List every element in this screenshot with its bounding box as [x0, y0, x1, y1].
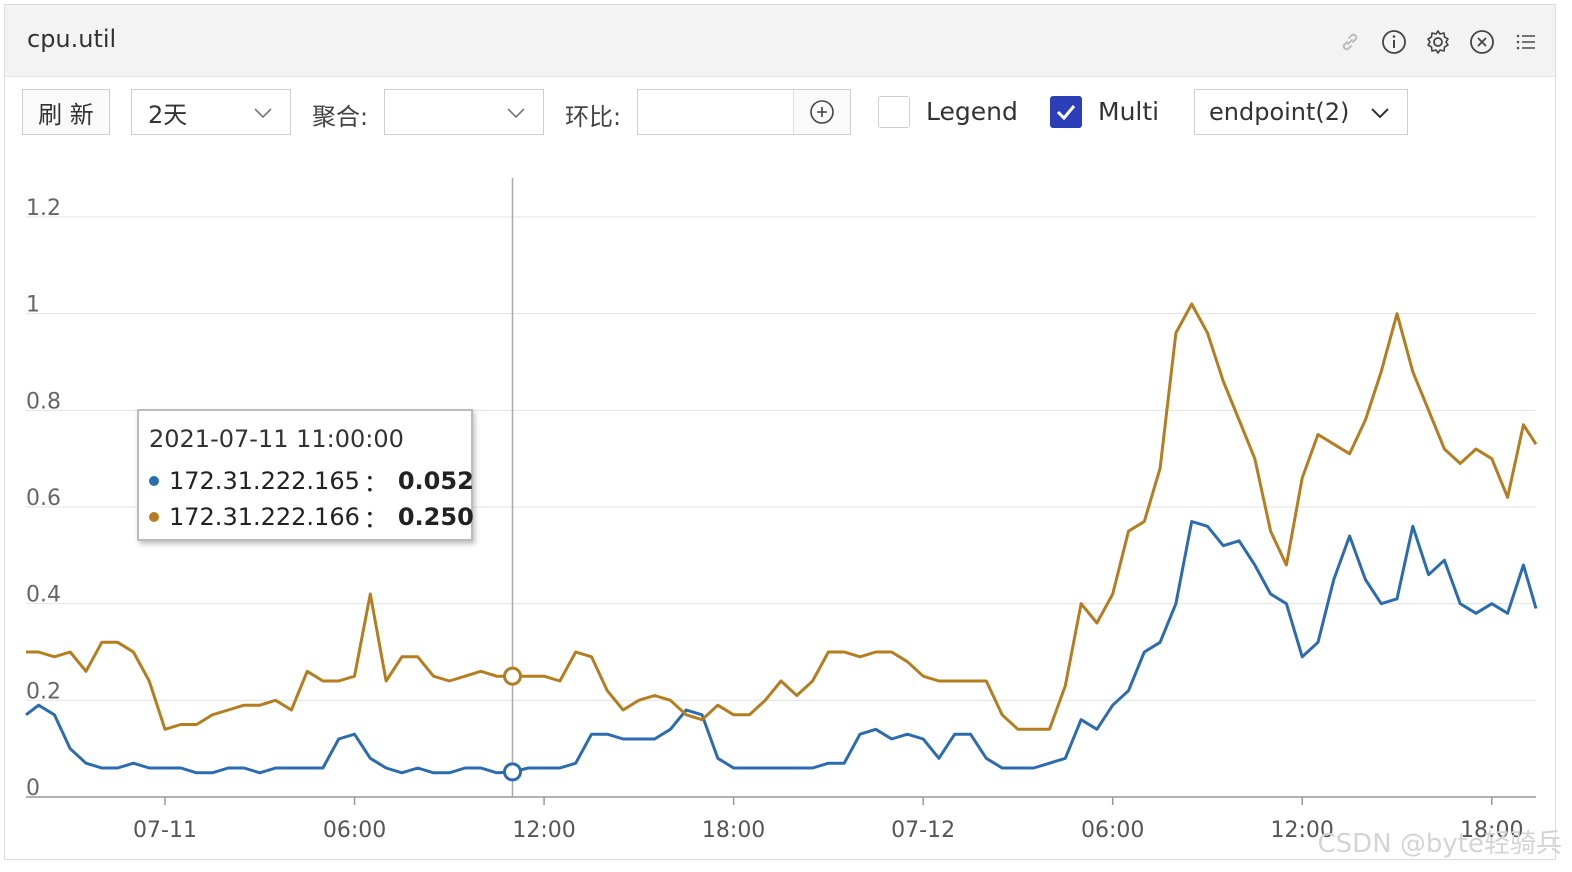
y-tick-label: 1	[26, 293, 40, 318]
toolbar: 刷 新 2天 聚合: 环比: Legend Multi endpoint(2)	[18, 89, 1538, 137]
panel-header: cpu.util	[5, 5, 1555, 77]
x-tick-label: 12:00	[512, 818, 575, 843]
x-tick-label: 07-11	[133, 818, 197, 843]
series-line	[25, 520, 1538, 775]
tooltip-row: 172.31.222.166 ： 0.250	[149, 499, 474, 534]
chevron-down-icon	[507, 108, 525, 119]
y-tick-label: 0.6	[26, 486, 61, 511]
checkmark-icon	[1056, 105, 1076, 121]
series-dot	[149, 511, 159, 522]
y-tick-label: 0	[26, 776, 40, 801]
y-tick-label: 0.2	[26, 679, 61, 704]
x-tick-label: 18:00	[702, 818, 765, 843]
gear-icon[interactable]	[1425, 29, 1451, 55]
chart-tooltip: 2021-07-11 11:00:00 172.31.222.165 ： 0.0…	[137, 409, 474, 541]
y-tick-label: 0.4	[26, 583, 61, 608]
tooltip-series-name: 172.31.222.165	[169, 466, 360, 495]
series-marker	[502, 762, 522, 782]
tooltip-separator: ：	[363, 505, 388, 533]
info-icon[interactable]	[1381, 29, 1407, 55]
endpoint-select[interactable]: endpoint(2)	[1194, 89, 1408, 135]
chevron-down-icon	[254, 108, 272, 119]
watermark: CSDN @byte轻骑兵	[1317, 829, 1562, 859]
link-icon[interactable]	[1337, 29, 1363, 55]
series-dot	[149, 475, 159, 486]
series-marker	[502, 666, 522, 686]
time-range-select[interactable]: 2天	[131, 89, 291, 135]
tooltip-value: 0.052	[397, 466, 474, 495]
header-icons	[1337, 29, 1539, 55]
y-tick-label: 1.2	[26, 196, 61, 221]
multi-checkbox[interactable]	[1050, 96, 1082, 128]
aggregate-select[interactable]	[384, 89, 544, 135]
menu-list-icon[interactable]	[1513, 29, 1539, 55]
x-tick-label: 06:00	[1081, 818, 1144, 843]
x-tick-label: 12:00	[1271, 818, 1334, 843]
series-line	[26, 302, 1538, 731]
x-tick-label: 18:00	[1460, 818, 1523, 843]
compare-label: 环比:	[565, 103, 622, 131]
time-range-value: 2天	[148, 100, 188, 129]
endpoint-value: endpoint(2)	[1209, 98, 1350, 126]
refresh-button[interactable]: 刷 新	[22, 89, 110, 135]
tooltip-row: 172.31.222.165 ： 0.052	[149, 463, 474, 498]
add-compare-button[interactable]	[793, 90, 850, 134]
y-tick-label: 0.8	[26, 389, 61, 414]
tooltip-value: 0.250	[397, 502, 474, 531]
panel-title: cpu.util	[27, 25, 117, 53]
close-icon[interactable]	[1469, 29, 1495, 55]
x-tick-label: 06:00	[323, 818, 386, 843]
compare-input[interactable]	[637, 89, 851, 135]
x-tick-label: 07-12	[891, 818, 955, 843]
tooltip-separator: ：	[363, 469, 388, 497]
tooltip-series-name: 172.31.222.166	[169, 502, 360, 531]
legend-label: Legend	[926, 97, 1018, 126]
aggregate-label: 聚合:	[312, 103, 369, 131]
plus-circle-icon	[810, 100, 834, 124]
legend-checkbox[interactable]	[878, 96, 910, 128]
multi-label: Multi	[1098, 97, 1160, 126]
tooltip-time: 2021-07-11 11:00:00	[149, 425, 404, 453]
chevron-down-icon	[1371, 108, 1389, 119]
